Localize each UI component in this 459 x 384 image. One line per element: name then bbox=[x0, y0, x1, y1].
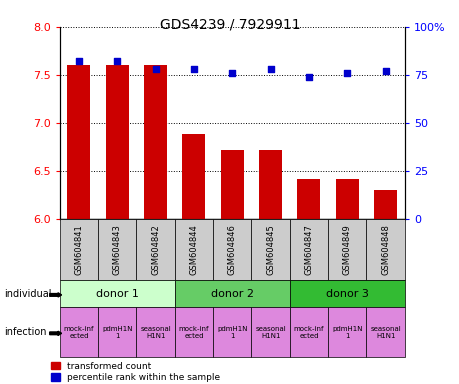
Text: GSM604848: GSM604848 bbox=[381, 224, 389, 275]
Bar bbox=[106, 65, 129, 219]
Bar bbox=[327, 307, 366, 357]
Bar bbox=[289, 219, 327, 280]
Bar bbox=[327, 219, 366, 280]
Text: pdmH1N
1: pdmH1N 1 bbox=[217, 326, 247, 339]
Bar bbox=[136, 307, 174, 357]
Text: seasonal
H1N1: seasonal H1N1 bbox=[255, 326, 285, 339]
Bar bbox=[251, 219, 289, 280]
Bar bbox=[213, 307, 251, 357]
Text: donor 3: donor 3 bbox=[325, 289, 368, 299]
Bar bbox=[98, 307, 136, 357]
Point bbox=[113, 58, 121, 65]
Text: GSM604843: GSM604843 bbox=[112, 224, 122, 275]
Point bbox=[343, 70, 350, 76]
Text: GSM604842: GSM604842 bbox=[151, 224, 160, 275]
Bar bbox=[174, 219, 213, 280]
Text: individual: individual bbox=[5, 289, 52, 299]
Bar bbox=[366, 307, 404, 357]
Point bbox=[75, 58, 83, 65]
Text: GSM604849: GSM604849 bbox=[342, 224, 351, 275]
Text: GSM604846: GSM604846 bbox=[227, 224, 236, 275]
Point bbox=[228, 70, 235, 76]
Bar bbox=[67, 65, 90, 219]
Bar bbox=[289, 307, 327, 357]
Bar bbox=[220, 150, 243, 219]
Point bbox=[190, 66, 197, 72]
Text: GSM604844: GSM604844 bbox=[189, 224, 198, 275]
Bar bbox=[182, 134, 205, 219]
Bar bbox=[174, 307, 213, 357]
Text: mock-inf
ected: mock-inf ected bbox=[179, 326, 209, 339]
Point bbox=[266, 66, 274, 72]
Legend: transformed count, percentile rank within the sample: transformed count, percentile rank withi… bbox=[50, 362, 219, 382]
Bar bbox=[251, 307, 289, 357]
Text: pdmH1N
1: pdmH1N 1 bbox=[102, 326, 132, 339]
Text: pdmH1N
1: pdmH1N 1 bbox=[331, 326, 362, 339]
Text: seasonal
H1N1: seasonal H1N1 bbox=[140, 326, 171, 339]
Bar bbox=[373, 190, 396, 219]
Point bbox=[305, 74, 312, 80]
Bar bbox=[98, 219, 136, 280]
Text: mock-inf
ected: mock-inf ected bbox=[293, 326, 324, 339]
Text: seasonal
H1N1: seasonal H1N1 bbox=[369, 326, 400, 339]
Bar bbox=[289, 280, 404, 307]
Text: GSM604845: GSM604845 bbox=[266, 224, 274, 275]
Text: donor 2: donor 2 bbox=[210, 289, 253, 299]
Bar bbox=[297, 179, 320, 219]
Bar bbox=[174, 280, 289, 307]
Bar bbox=[258, 150, 281, 219]
Bar bbox=[144, 65, 167, 219]
Bar bbox=[335, 179, 358, 219]
Text: GSM604841: GSM604841 bbox=[74, 224, 83, 275]
Text: mock-inf
ected: mock-inf ected bbox=[64, 326, 94, 339]
Bar bbox=[136, 219, 174, 280]
Bar bbox=[60, 280, 174, 307]
Text: infection: infection bbox=[5, 327, 47, 337]
Bar bbox=[366, 219, 404, 280]
Text: GDS4239 / 7929911: GDS4239 / 7929911 bbox=[159, 17, 300, 31]
Text: GSM604847: GSM604847 bbox=[304, 224, 313, 275]
Bar bbox=[60, 219, 98, 280]
Point bbox=[381, 68, 388, 74]
Point bbox=[151, 66, 159, 72]
Text: donor 1: donor 1 bbox=[95, 289, 139, 299]
Bar bbox=[60, 307, 98, 357]
Bar bbox=[213, 219, 251, 280]
